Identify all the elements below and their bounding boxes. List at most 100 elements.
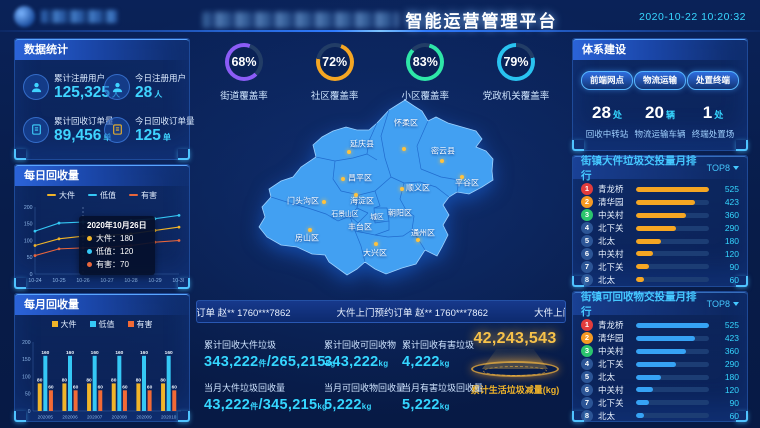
district-label[interactable]: 平谷区 bbox=[455, 178, 479, 188]
rank-row[interactable]: 2 清华园 423 bbox=[581, 196, 739, 209]
rank-bar-track bbox=[636, 264, 709, 270]
rank-row[interactable]: 8 北太 60 bbox=[581, 409, 739, 422]
site-marker-dot[interactable] bbox=[400, 187, 404, 191]
podium-ring-inner bbox=[483, 366, 547, 376]
rank-value: 90 bbox=[729, 261, 739, 272]
rank-row[interactable]: 7 北下关 90 bbox=[581, 396, 739, 409]
daily-chart-area[interactable]: 0 50 100 150 200 10-24 10-25 10-26 10-27 10-28 10-… bbox=[15, 200, 189, 293]
svg-text:50: 50 bbox=[27, 255, 33, 261]
rank-row[interactable]: 4 北下关 290 bbox=[581, 358, 739, 371]
tab-frontend-outlets[interactable]: 前端网点 bbox=[581, 71, 633, 90]
svg-text:100: 100 bbox=[22, 374, 31, 380]
rank-row[interactable]: 1 青龙桥 525 bbox=[581, 183, 739, 196]
tab-logistics-transport[interactable]: 物流运输 bbox=[634, 71, 686, 90]
site-marker-dot[interactable] bbox=[374, 242, 378, 246]
rank-row[interactable]: 6 中关村 120 bbox=[581, 247, 739, 260]
stat-value: 28 人 bbox=[135, 84, 163, 101]
rank-row[interactable]: 6 中关村 120 bbox=[581, 383, 739, 396]
svg-text:60: 60 bbox=[98, 385, 104, 391]
rank-bar-fill bbox=[636, 400, 649, 406]
site-marker-dot[interactable] bbox=[308, 228, 312, 232]
site-marker-dot[interactable] bbox=[347, 150, 351, 154]
district-label[interactable]: 怀柔区 bbox=[394, 118, 418, 128]
site-marker-dot[interactable] bbox=[354, 193, 358, 197]
district-label[interactable]: 通州区 bbox=[411, 228, 435, 238]
district-label[interactable]: 门头沟区 bbox=[287, 196, 319, 206]
ticker-item: 大件上门预约订单 赵** 1760***7862 bbox=[336, 307, 489, 319]
site-marker-dot[interactable] bbox=[341, 177, 345, 181]
svg-text:80: 80 bbox=[37, 378, 43, 384]
rank-value: 120 bbox=[724, 248, 739, 259]
district-label[interactable]: 昌平区 bbox=[348, 173, 372, 183]
rank-bar-fill bbox=[636, 335, 695, 341]
rank-bar-fill bbox=[636, 348, 687, 354]
gauge-value: 83% bbox=[410, 47, 441, 77]
tooltip-row: 低值：120 bbox=[87, 246, 147, 257]
rank-row[interactable]: 2 清华园 423 bbox=[581, 332, 739, 345]
svg-text:202010: 202010 bbox=[161, 415, 177, 420]
svg-text:0: 0 bbox=[28, 409, 31, 415]
site-marker-dot[interactable] bbox=[322, 200, 326, 204]
order-icon bbox=[23, 116, 49, 143]
top8-dropdown[interactable]: TOP8 bbox=[707, 163, 739, 173]
rank-row[interactable]: 5 北太 180 bbox=[581, 371, 739, 384]
legend-marker bbox=[89, 321, 96, 327]
site-marker-dot[interactable] bbox=[460, 175, 464, 179]
svg-text:160: 160 bbox=[115, 350, 123, 356]
svg-text:10-30: 10-30 bbox=[172, 278, 184, 284]
rank-value: 120 bbox=[724, 384, 739, 395]
rank-row[interactable]: 5 北太 180 bbox=[581, 235, 739, 248]
rank-row[interactable]: 1 青龙桥 525 bbox=[581, 319, 739, 332]
order-ticker[interactable]: 大件上门预约订单 赵** 1760***7862 大件上门预约订单 赵** 176… bbox=[196, 300, 566, 323]
district-label[interactable]: 密云县 bbox=[431, 146, 455, 156]
tooltip-row: 有害：70 bbox=[87, 259, 147, 270]
panel-title-row: 街镇可回收物交投量月排行 TOP8 bbox=[573, 291, 747, 318]
stat-transfer-stations: 28 处 回收中转站 bbox=[585, 103, 629, 139]
beijing-district-map[interactable]: 怀柔区延庆县密云县昌平区顺义区 平谷区门头沟区 海淀区石景山区 城区 朝阳区丰台区房山区… bbox=[228, 96, 534, 301]
site-marker-dot[interactable] bbox=[416, 238, 420, 242]
district-label[interactable]: 朝阳区 bbox=[388, 208, 412, 218]
svg-text:160: 160 bbox=[91, 350, 99, 356]
district-label[interactable]: 石景山区 bbox=[331, 211, 359, 218]
rank-badge: 8 bbox=[581, 409, 593, 422]
rank-name: 北太 bbox=[598, 372, 616, 382]
district-label[interactable]: 城区 bbox=[370, 214, 384, 221]
rank-row[interactable]: 3 中关村 360 bbox=[581, 209, 739, 222]
rank-name: 中关村 bbox=[598, 210, 624, 221]
rank-bar-fill bbox=[636, 251, 653, 257]
monthly-chart-area[interactable]: 0 50 100 150 200 202005 80 160 60 202006 80 160 60 20… bbox=[15, 329, 189, 428]
panel-title: 街镇可回收物交投量月排行 bbox=[581, 291, 697, 318]
svg-text:80: 80 bbox=[111, 378, 117, 384]
district-label[interactable]: 丰台区 bbox=[348, 222, 372, 232]
rank-row[interactable]: 3 中关村 360 bbox=[581, 345, 739, 358]
podium-glow bbox=[482, 349, 548, 369]
stat-total-recovery-orders: 累计回收订单量 89,456单 bbox=[23, 115, 114, 146]
district-label[interactable]: 房山区 bbox=[295, 233, 319, 243]
chart-tooltip: 2020年10月26日 大件：180 低值：120 有害：70 bbox=[79, 216, 155, 275]
total-waste-reduction: 42,243,543 累计生活垃圾减量(kg) bbox=[466, 330, 564, 396]
stat-label: 累计注册用户 bbox=[54, 73, 106, 83]
recovery-summary: 42,243,543 累计生活垃圾减量(kg) 累计回收大件垃圾 343,222件… bbox=[196, 326, 564, 424]
page-title: 智能运营管理平台 bbox=[202, 7, 558, 32]
district-label[interactable]: 顺义区 bbox=[406, 183, 430, 193]
site-marker-dot[interactable] bbox=[402, 147, 406, 151]
panel-data-statistics: 数据统计 累计注册用户 125,325人 今日注册用户 28人 累计回收订单量 … bbox=[14, 38, 195, 160]
rank-row[interactable]: 8 北太 60 bbox=[581, 273, 739, 286]
rank-badge: 4 bbox=[581, 358, 593, 371]
district-label[interactable]: 大兴区 bbox=[363, 248, 387, 258]
panel-monthly-recovery: 每月回收量 大件 低值 有害 0 50 100 150 200 202005 80 160 60 20… bbox=[14, 293, 190, 422]
stat-label: 今日回收订单量 bbox=[135, 115, 195, 126]
rank-row[interactable]: 7 北下关 90 bbox=[581, 260, 739, 273]
svg-text:100: 100 bbox=[24, 238, 33, 244]
tooltip-title: 2020年10月26日 bbox=[87, 221, 147, 230]
rank-name: 北太 bbox=[598, 410, 616, 421]
district-label[interactable]: 延庆县 bbox=[350, 139, 374, 149]
top8-dropdown[interactable]: TOP8 bbox=[707, 299, 739, 309]
rank-value: 525 bbox=[724, 320, 739, 331]
rank-badge: 2 bbox=[581, 196, 593, 209]
district-label[interactable]: 海淀区 bbox=[350, 196, 374, 206]
rank-row[interactable]: 4 北下关 290 bbox=[581, 222, 739, 235]
site-marker-dot[interactable] bbox=[440, 159, 444, 163]
tab-disposal-terminal[interactable]: 处置终端 bbox=[687, 71, 739, 90]
